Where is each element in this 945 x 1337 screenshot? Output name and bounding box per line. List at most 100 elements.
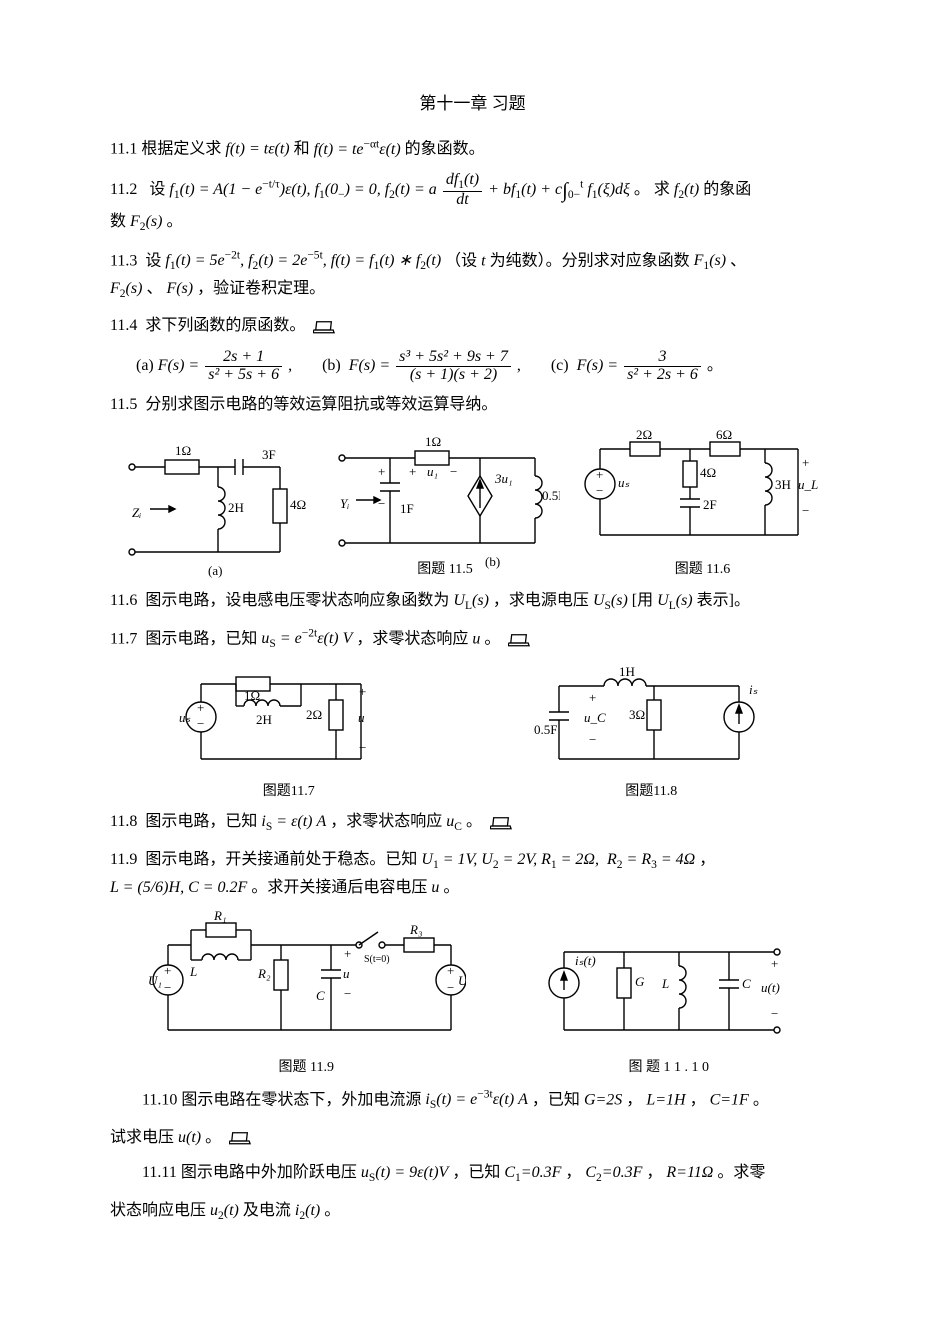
svg-text:1F: 1F bbox=[400, 501, 414, 516]
text: 图示电路中外加阶跃电压 bbox=[181, 1164, 361, 1181]
svg-text:R₃: R₃ bbox=[409, 922, 422, 937]
svg-text:+: + bbox=[164, 963, 171, 978]
text: 图示电路，设电感电压零状态响应象函数为 bbox=[145, 592, 453, 609]
prob-num: 11.1 bbox=[110, 141, 137, 158]
formula: f(t) = tε(t) bbox=[225, 141, 289, 158]
text: 图示电路，开关接通前处于稳态。已知 bbox=[145, 851, 421, 868]
svg-text:−: − bbox=[802, 503, 809, 518]
page-title: 第十一章 习题 bbox=[110, 90, 835, 117]
text: （设 bbox=[445, 252, 481, 269]
svg-text:+: + bbox=[409, 464, 416, 479]
svg-text:0.5F: 0.5F bbox=[534, 722, 557, 737]
text: 数 bbox=[110, 213, 130, 230]
text: 及电流 bbox=[243, 1202, 295, 1219]
problem-11-11: 11.11 图示电路中外加阶跃电压 uS(t) = 9ε(t)V ，已知 C1=… bbox=[110, 1160, 835, 1188]
text: ，求零状态响应 bbox=[330, 813, 446, 830]
text: 求下列函数的原函数。 bbox=[145, 317, 305, 334]
svg-text:S(t=0): S(t=0) bbox=[364, 954, 390, 965]
text: 。 bbox=[753, 1091, 769, 1108]
fig-caption: 图题11.8 bbox=[625, 781, 677, 803]
text: 。求开关接通后电容电压 bbox=[251, 879, 431, 896]
circuit-11-6: 2Ω 6Ω +− uₛ 4Ω 2F 3H +u_L− bbox=[580, 427, 825, 557]
fig-caption: 图 题 1 1 . 1 0 bbox=[629, 1057, 710, 1079]
circuit-11-9: +− U₁ R₁ L R₂ C +u− bbox=[146, 910, 466, 1055]
svg-text:+: + bbox=[802, 455, 809, 470]
circuit-11-5b: 1F +− 1Ω +u₁− 3u₁ 0.5H Yᵢ (b) bbox=[330, 428, 560, 573]
problem-11-2: 11.2 设 f1(t) = A(1 − e−t/τ)ε(t), f1(0−) … bbox=[110, 172, 835, 237]
svg-text:u_L: u_L bbox=[798, 477, 818, 492]
val-L: L=1H bbox=[646, 1091, 685, 1108]
svg-text:+: + bbox=[359, 684, 366, 699]
lhs: F(s) = bbox=[577, 357, 618, 374]
var-u: u bbox=[472, 630, 480, 647]
fig-caption: 图题 11.9 bbox=[279, 1057, 334, 1079]
formula: F2(s) bbox=[130, 213, 162, 230]
figure-row-11-5-6: 1Ω 3F 4Ω 2H Zᵢ (a) bbox=[110, 427, 835, 581]
var-u: u bbox=[431, 879, 439, 896]
svg-text:2H: 2H bbox=[228, 500, 244, 515]
formula: U1 = 1V, U2 = 2V, R1 = 2Ω, R2 = R3 = 4Ω bbox=[421, 851, 695, 868]
text: ，已知 bbox=[532, 1091, 584, 1108]
laptop-icon bbox=[490, 815, 512, 831]
svg-text:−: − bbox=[450, 464, 457, 479]
formula: L = (5/6)H, C = 0.2F bbox=[110, 879, 247, 896]
svg-text:iₛ: iₛ bbox=[749, 682, 758, 697]
option-a: (a) F(s) = 2s + 1s² + 5s + 6 , bbox=[136, 349, 292, 384]
svg-text:2Ω: 2Ω bbox=[306, 707, 322, 722]
text: 的象函 bbox=[703, 181, 751, 198]
circuit-11-8: 1H 0.5F +u_C− 3Ω iₛ bbox=[534, 664, 769, 779]
svg-text:0.5H: 0.5H bbox=[542, 488, 560, 503]
svg-text:uₛ: uₛ bbox=[179, 710, 191, 725]
formula: F1(s) bbox=[694, 252, 726, 269]
formula: f(t) = te−αtε(t) bbox=[314, 141, 401, 158]
svg-text:Zᵢ: Zᵢ bbox=[132, 505, 141, 520]
svg-text:C: C bbox=[316, 988, 325, 1003]
text: 图示电路在零状态下，外加电流源 bbox=[181, 1091, 425, 1108]
text: 表示]。 bbox=[697, 592, 750, 609]
problem-11-10-line2: 试求电压 u(t) 。 bbox=[110, 1125, 835, 1151]
prob-num: 11.2 bbox=[110, 181, 137, 198]
text: ， bbox=[690, 1091, 710, 1108]
svg-text:iₛ(t): iₛ(t) bbox=[575, 953, 596, 968]
text: 状态响应电压 bbox=[110, 1202, 210, 1219]
formula: F2(s) bbox=[110, 280, 142, 297]
svg-text:L: L bbox=[189, 964, 197, 979]
formula: C1=0.3F bbox=[504, 1164, 561, 1181]
text: 和 bbox=[294, 141, 314, 158]
text: 分别求图示电路的等效运算阻抗或等效运算导纳。 bbox=[145, 396, 497, 413]
prob-num: 11.5 bbox=[110, 396, 137, 413]
text: [用 bbox=[632, 592, 657, 609]
text: 图示电路，已知 bbox=[145, 813, 261, 830]
val-G: G=2S bbox=[584, 1091, 622, 1108]
text: ，验证卷积定理。 bbox=[197, 280, 325, 297]
circuit-11-7: 1Ω 2H +− uₛ 2Ω +u− bbox=[176, 664, 401, 779]
text: ， bbox=[626, 1091, 646, 1108]
den: (s + 1)(s + 2) bbox=[396, 367, 511, 384]
circuit-11-5a: 1Ω 3F 4Ω 2H Zᵢ (a) bbox=[120, 437, 310, 582]
text: 、 bbox=[146, 280, 166, 297]
opt-label: (b) bbox=[322, 357, 341, 374]
formula: f1(t) = A(1 − e−t/τ)ε(t), f1(0−) = 0, f2… bbox=[169, 181, 633, 198]
fig-11-6: 2Ω 6Ω +− uₛ 4Ω 2F 3H +u_L− 图题 bbox=[580, 427, 825, 581]
text: 。 bbox=[466, 813, 482, 830]
svg-text:u(t): u(t) bbox=[761, 980, 780, 995]
options-row: (a) F(s) = 2s + 1s² + 5s + 6 , (b) F(s) … bbox=[136, 349, 835, 384]
formula: US(s) bbox=[593, 592, 628, 609]
text: 试求电压 bbox=[110, 1129, 178, 1146]
problem-11-4: 11.4 求下列函数的原函数。 bbox=[110, 313, 835, 339]
formula: iS = ε(t) A bbox=[261, 813, 326, 830]
svg-text:1Ω: 1Ω bbox=[425, 434, 441, 449]
formula: u2(t) bbox=[210, 1202, 239, 1219]
formula: i2(t) bbox=[295, 1202, 320, 1219]
svg-text:+: + bbox=[344, 946, 351, 961]
laptop-icon bbox=[313, 319, 335, 335]
opt-label: (a) bbox=[136, 357, 154, 374]
problem-11-11-line2: 状态响应电压 u2(t) 及电流 i2(t) 。 bbox=[110, 1198, 835, 1226]
formula: uS(t) = 9ε(t)V bbox=[361, 1164, 448, 1181]
text: 、 bbox=[730, 252, 746, 269]
formula: UL(s) bbox=[657, 592, 693, 609]
svg-text:u₁: u₁ bbox=[427, 464, 438, 479]
text: ，已知 bbox=[452, 1164, 504, 1181]
text: ，求电源电压 bbox=[493, 592, 593, 609]
formula: UL(s) bbox=[453, 592, 489, 609]
